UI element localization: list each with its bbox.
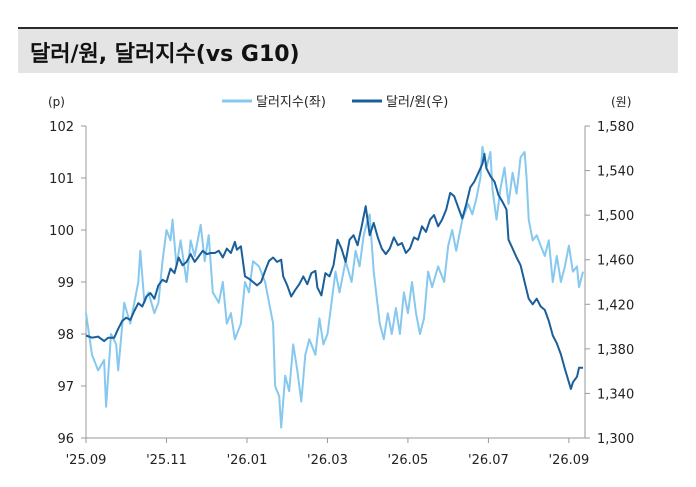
x-tick-label: '26.05 (388, 453, 429, 468)
legend-label-2: 달러/원(우) (386, 95, 448, 110)
left-tick-label: 96 (57, 432, 74, 447)
x-tick-label: '26.07 (468, 453, 509, 468)
title-band: 달러/원, 달러지수(vs G10) (18, 27, 678, 73)
left-tick-label: 100 (49, 224, 74, 239)
legend-label-1: 달러지수(좌) (256, 95, 326, 110)
series-line-2 (85, 152, 583, 390)
right-tick-label: 1,380 (597, 343, 634, 358)
legend: 달러지수(좌) 달러/원(우) (222, 95, 448, 110)
right-tick-label: 1,420 (597, 298, 634, 313)
right-tick-label: 1,340 (597, 387, 634, 402)
left-tick-label: 99 (57, 276, 74, 291)
series-layer (85, 145, 584, 429)
right-unit-label: (원) (611, 95, 631, 109)
right-tick-label: 1,580 (597, 120, 634, 135)
chart-title: 달러/원, 달러지수(vs G10) (30, 42, 300, 67)
right-tick-label: 1,540 (597, 165, 634, 180)
left-unit-label: (p) (48, 95, 65, 109)
left-tick-label: 98 (57, 328, 74, 343)
right-tick-label: 1,460 (597, 254, 634, 269)
axes: 96 97 98 99 100 101 102 1,300 1,340 1,380 1,420 1,4… (48, 95, 634, 468)
left-tick-label: 102 (49, 120, 74, 135)
x-tick-label: '26.01 (227, 453, 268, 468)
x-tick-label: '25.09 (66, 453, 107, 468)
left-tick-label: 101 (49, 172, 74, 187)
right-tick-label: 1,500 (597, 209, 634, 224)
x-tick-label: '26.09 (549, 453, 590, 468)
series-line-1 (85, 145, 584, 429)
right-tick-label: 1,300 (597, 432, 634, 447)
x-tick-label: '26.03 (307, 453, 348, 468)
x-tick-label: '25.11 (146, 453, 187, 468)
left-tick-label: 97 (57, 380, 74, 395)
